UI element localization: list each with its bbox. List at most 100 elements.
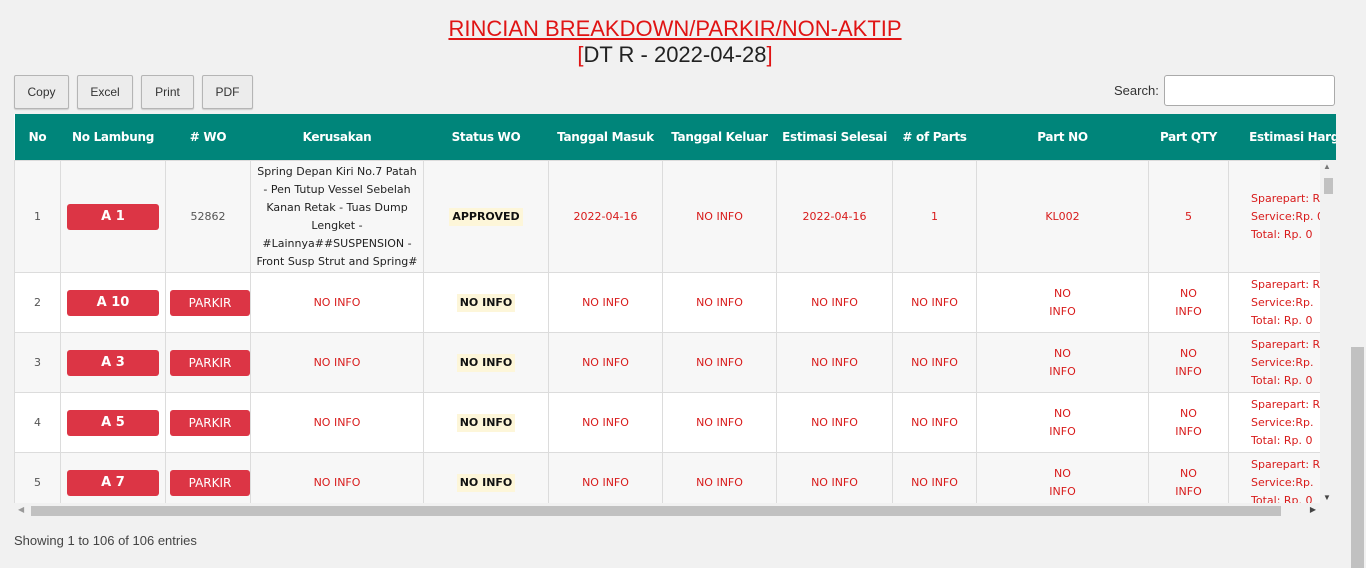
cell-part-qty: NO INFO <box>1148 332 1229 393</box>
cell-no: 5 <box>14 452 61 504</box>
cell-part-qty: NO INFO <box>1148 452 1229 504</box>
cell-status: APPROVED <box>423 160 549 273</box>
part-no-text: NO INFO <box>1049 466 1076 498</box>
cell-estimasi-selesai: NO INFO <box>776 332 893 393</box>
header-no[interactable]: No <box>14 114 61 161</box>
scroll-left-arrow-icon[interactable]: ◀ <box>18 505 25 514</box>
scroll-down-arrow-icon[interactable]: ▼ <box>1323 493 1331 502</box>
cell-estimasi-selesai: 2022-04-16 <box>776 160 893 273</box>
cell-wo: PARKIR <box>165 392 251 453</box>
excel-button[interactable]: Excel <box>77 75 133 109</box>
cell-kerusakan: NO INFO <box>250 332 424 393</box>
harga-service: Service:Rp. <box>1251 295 1314 309</box>
header-num-parts[interactable]: # of Parts <box>892 114 977 161</box>
cell-tanggal-masuk: NO INFO <box>548 392 663 453</box>
cell-tanggal-masuk: 2022-04-16 <box>548 160 663 273</box>
harga-sparepart: Sparepart: R <box>1251 457 1321 471</box>
cell-tanggal-keluar: NO INFO <box>662 160 777 273</box>
cell-status: NO INFO <box>423 332 549 393</box>
search-input[interactable] <box>1164 75 1335 106</box>
header-status-wo[interactable]: Status WO <box>423 114 549 161</box>
cell-status: NO INFO <box>423 452 549 504</box>
cell-no: 1 <box>14 160 61 273</box>
part-qty-text: NO INFO <box>1175 286 1202 318</box>
cell-tanggal-masuk: NO INFO <box>548 332 663 393</box>
harga-total: Total: Rp. 0 <box>1251 493 1313 505</box>
cell-part-no: KL002 <box>976 160 1149 273</box>
cell-lambung: A 10 <box>60 272 166 333</box>
status-badge: APPROVED <box>449 207 523 226</box>
part-qty-text: NO INFO <box>1175 406 1202 438</box>
header-part-no[interactable]: Part NO <box>976 114 1149 161</box>
harga-service: Service:Rp. <box>1251 355 1314 369</box>
lambung-tag[interactable]: A 5 <box>67 409 159 436</box>
header-estimasi-harga[interactable]: Estimasi Harga <box>1228 114 1336 161</box>
cell-estimasi-harga: Sparepart: R Service:Rp. Total: Rp. 0 <box>1228 272 1336 333</box>
cell-wo: PARKIR <box>165 332 251 393</box>
table-row: 1 A 1 52862 Spring Depan Kiri No.7 Patah… <box>14 160 1336 273</box>
harga-service: Service:Rp. <box>1251 415 1314 429</box>
parkir-tag[interactable]: PARKIR <box>170 349 250 376</box>
parkir-tag[interactable]: PARKIR <box>170 289 250 316</box>
page-scrollbar[interactable] <box>1350 0 1366 568</box>
cell-tanggal-keluar: NO INFO <box>662 452 777 504</box>
lambung-tag[interactable]: A 7 <box>67 469 159 496</box>
part-no-text: NO INFO <box>1049 346 1076 378</box>
search-label: Search: <box>1114 83 1159 98</box>
part-qty-text: NO INFO <box>1175 346 1202 378</box>
page-subtitle: [DT R - 2022-04-28] <box>0 42 1350 68</box>
cell-no: 4 <box>14 392 61 453</box>
cell-num-parts: NO INFO <box>892 452 977 504</box>
vertical-scroll-thumb[interactable] <box>1324 178 1333 194</box>
lambung-tag[interactable]: A 10 <box>67 289 159 316</box>
cell-part-no: NO INFO <box>976 392 1149 453</box>
part-no-text: NO INFO <box>1049 286 1076 318</box>
print-button[interactable]: Print <box>141 75 194 109</box>
cell-kerusakan: NO INFO <box>250 392 424 453</box>
table-row: 5 A 7 PARKIR NO INFO NO INFO NO INFO NO … <box>14 452 1336 505</box>
harga-service: Service:Rp. <box>1251 475 1314 489</box>
pdf-button[interactable]: PDF <box>202 75 253 109</box>
table-horizontal-scrollbar[interactable]: ◀ ▶ <box>14 503 1322 519</box>
cell-estimasi-harga: Sparepart: Rp Service:Rp. 0 Total: Rp. 0 <box>1228 160 1336 273</box>
table-row: 2 A 10 PARKIR NO INFO NO INFO NO INFO NO… <box>14 272 1336 333</box>
horizontal-scroll-thumb[interactable] <box>31 506 1281 516</box>
header-part-qty[interactable]: Part QTY <box>1148 114 1229 161</box>
cell-no: 2 <box>14 272 61 333</box>
header-estimasi-selesai[interactable]: Estimasi Selesai <box>776 114 893 161</box>
table-info: Showing 1 to 106 of 106 entries <box>14 533 197 548</box>
page-scroll-thumb[interactable] <box>1351 347 1364 568</box>
header-wo[interactable]: # WO <box>165 114 251 161</box>
status-badge: NO INFO <box>456 473 516 492</box>
header-kerusakan[interactable]: Kerusakan <box>250 114 424 161</box>
cell-estimasi-harga: Sparepart: R Service:Rp. Total: Rp. 0 <box>1228 452 1336 505</box>
parkir-tag[interactable]: PARKIR <box>170 469 250 496</box>
cell-part-qty: 5 <box>1148 160 1229 273</box>
cell-estimasi-selesai: NO INFO <box>776 452 893 504</box>
cell-estimasi-harga: Sparepart: R Service:Rp. Total: Rp. 0 <box>1228 332 1336 393</box>
harga-sparepart: Sparepart: R <box>1251 277 1321 291</box>
subtitle-close-bracket: ] <box>766 42 773 67</box>
part-qty-text: NO INFO <box>1175 466 1202 498</box>
scroll-up-arrow-icon[interactable]: ▲ <box>1323 162 1331 171</box>
harga-total: Total: Rp. 0 <box>1251 313 1313 327</box>
header-no-lambung[interactable]: No Lambung <box>60 114 166 161</box>
cell-tanggal-masuk: NO INFO <box>548 452 663 504</box>
cell-tanggal-keluar: NO INFO <box>662 332 777 393</box>
status-badge: NO INFO <box>456 293 516 312</box>
table-vertical-scrollbar[interactable]: ▲ ▼ <box>1320 160 1336 504</box>
header-tanggal-keluar[interactable]: Tanggal Keluar <box>662 114 777 161</box>
lambung-tag[interactable]: A 1 <box>67 203 159 230</box>
cell-part-no: NO INFO <box>976 272 1149 333</box>
cell-lambung: A 7 <box>60 452 166 504</box>
cell-estimasi-selesai: NO INFO <box>776 272 893 333</box>
cell-tanggal-masuk: NO INFO <box>548 272 663 333</box>
copy-button[interactable]: Copy <box>14 75 69 109</box>
cell-wo: PARKIR <box>165 452 251 504</box>
scroll-right-arrow-icon[interactable]: ▶ <box>1309 505 1316 514</box>
lambung-tag[interactable]: A 3 <box>67 349 159 376</box>
cell-lambung: A 1 <box>60 160 166 273</box>
parkir-tag[interactable]: PARKIR <box>170 409 250 436</box>
status-badge: NO INFO <box>456 413 516 432</box>
header-tanggal-masuk[interactable]: Tanggal Masuk <box>548 114 663 161</box>
